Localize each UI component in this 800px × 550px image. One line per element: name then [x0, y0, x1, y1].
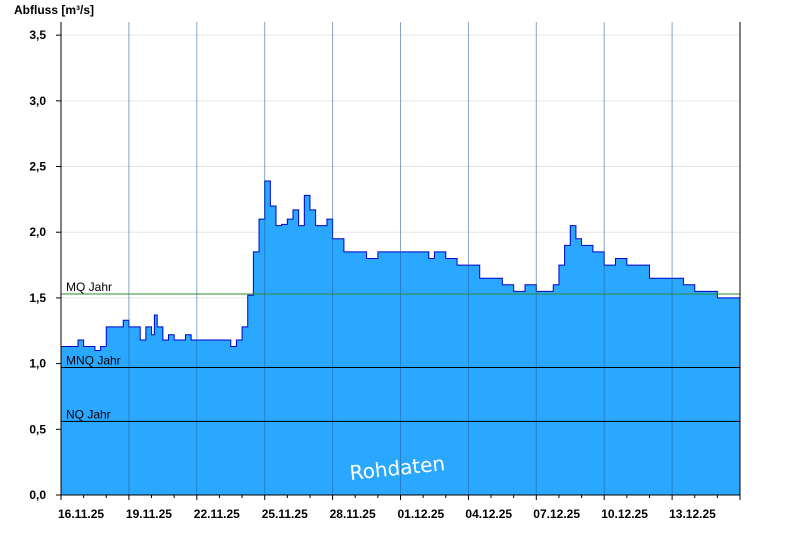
x-tick-label: 01.12.25 — [398, 507, 445, 521]
y-tick-label: 2,0 — [29, 225, 46, 239]
y-tick-label: 0,0 — [29, 488, 46, 502]
y-tick-label: 3,0 — [29, 94, 46, 108]
x-tick-labels: 16.11.25 19.11.25 22.11.25 25.11.25 28.11.25… — [58, 495, 741, 521]
series-line — [61, 180, 741, 351]
x-tick-label: 19.11.25 — [126, 507, 172, 521]
y-tick-label: 3,5 — [29, 28, 46, 42]
x-tick-label: 22.11.25 — [194, 507, 240, 521]
y-tick-label: 0,5 — [29, 422, 46, 436]
y-tick-label: 1,5 — [29, 291, 46, 305]
x-tick-label: 28.11.25 — [330, 507, 376, 521]
x-tick-label: 10.12.25 — [601, 507, 648, 521]
x-tick-label: 04.12.25 — [465, 507, 512, 521]
y-tick-label: 2,5 — [29, 160, 46, 174]
y-axis-label: Abfluss [m³/s] — [14, 3, 94, 17]
reference-lines: MQ Jahr MNQ Jahr NQ Jahr — [61, 280, 740, 422]
vertical-gridlines — [128, 22, 673, 495]
x-tick-label: 16.11.25 — [58, 507, 104, 521]
x-tick-label: 25.11.25 — [262, 507, 308, 521]
reference-line-label: MQ Jahr — [66, 280, 112, 294]
y-tick-label: 1,0 — [29, 357, 46, 371]
reference-line-label: NQ Jahr — [66, 407, 111, 421]
y-tick-labels: 0,0 0,5 1,0 1,5 2,0 2,5 3,0 3,5 — [29, 28, 61, 502]
x-tick-label: 13.12.25 — [669, 507, 716, 521]
x-tick-label: 07.12.25 — [533, 507, 580, 521]
reference-line-label: MNQ Jahr — [66, 354, 121, 368]
